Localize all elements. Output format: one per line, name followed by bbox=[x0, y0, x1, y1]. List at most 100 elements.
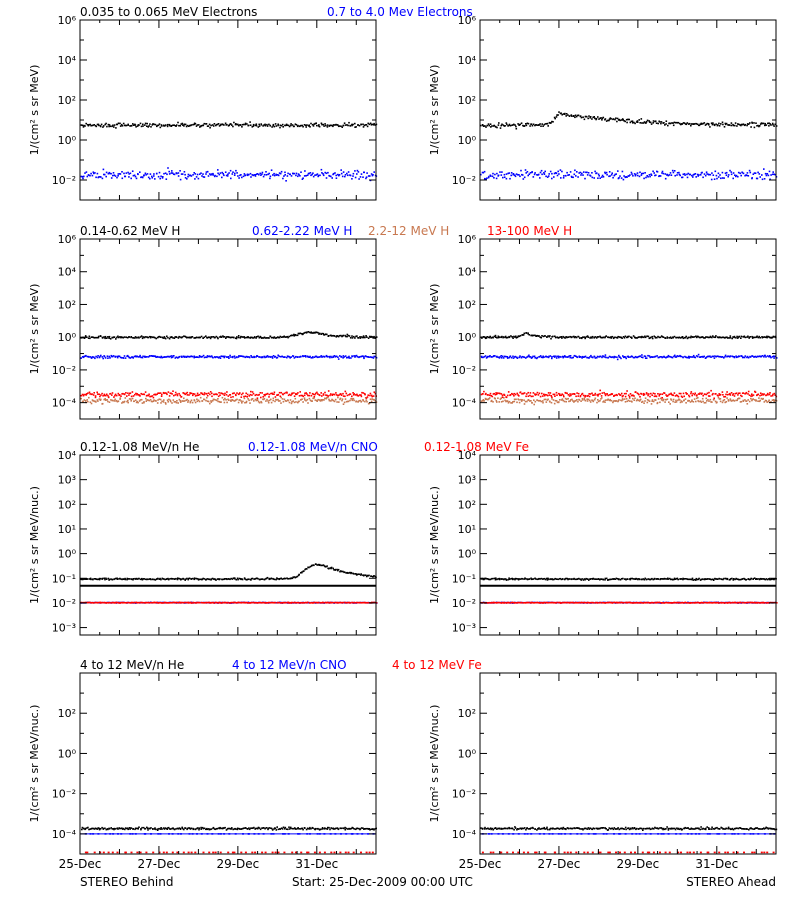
data-point bbox=[485, 178, 487, 180]
data-point bbox=[354, 126, 356, 128]
data-point bbox=[645, 120, 648, 123]
data-point bbox=[226, 336, 229, 338]
data-point bbox=[568, 395, 571, 397]
data-point bbox=[632, 397, 634, 400]
data-point bbox=[738, 335, 741, 338]
data-point bbox=[735, 337, 737, 339]
data-point bbox=[559, 336, 561, 338]
data-point bbox=[89, 123, 91, 126]
data-point bbox=[497, 356, 499, 358]
data-point bbox=[169, 400, 172, 403]
data-point bbox=[546, 122, 549, 125]
data-point bbox=[597, 399, 599, 401]
data-point bbox=[183, 125, 185, 127]
data-point bbox=[579, 171, 582, 174]
data-point bbox=[255, 123, 258, 125]
data-point bbox=[90, 601, 92, 604]
data-point bbox=[651, 400, 653, 402]
data-point bbox=[298, 395, 301, 397]
data-point bbox=[664, 401, 666, 403]
data-point bbox=[100, 394, 102, 396]
data-point bbox=[705, 171, 708, 173]
data-point bbox=[524, 578, 527, 580]
data-point bbox=[363, 124, 366, 127]
data-point bbox=[145, 174, 147, 176]
data-point bbox=[368, 402, 371, 405]
data-point bbox=[136, 578, 139, 580]
data-point bbox=[340, 393, 342, 395]
data-point bbox=[643, 578, 646, 581]
data-point bbox=[682, 392, 685, 395]
data-point bbox=[725, 336, 727, 339]
data-point bbox=[741, 395, 743, 398]
data-point bbox=[176, 400, 178, 402]
data-point bbox=[489, 578, 492, 581]
data-point bbox=[324, 397, 326, 400]
data-point bbox=[255, 393, 258, 396]
data-point bbox=[244, 578, 246, 580]
data-point bbox=[157, 356, 159, 358]
data-point bbox=[232, 171, 234, 173]
data-point bbox=[117, 122, 120, 125]
data-point bbox=[297, 175, 299, 178]
data-point bbox=[188, 125, 190, 127]
data-point bbox=[765, 400, 767, 402]
data-point bbox=[544, 335, 546, 337]
data-point bbox=[239, 174, 241, 177]
data-point bbox=[591, 118, 593, 120]
data-point bbox=[221, 355, 224, 358]
data-point bbox=[761, 393, 764, 395]
data-point bbox=[292, 400, 294, 402]
data-point bbox=[164, 337, 167, 340]
data-point bbox=[620, 399, 622, 402]
data-point bbox=[322, 394, 325, 396]
data-point bbox=[608, 578, 611, 581]
data-point bbox=[303, 397, 306, 399]
y-tick-label: 10⁻² bbox=[52, 597, 76, 610]
data-point bbox=[240, 400, 242, 402]
data-point bbox=[117, 175, 119, 177]
data-point bbox=[295, 576, 298, 578]
data-point bbox=[89, 356, 92, 358]
data-point bbox=[669, 122, 672, 125]
data-point bbox=[675, 356, 678, 358]
data-point bbox=[487, 394, 489, 396]
data-point bbox=[685, 356, 688, 359]
data-point bbox=[197, 394, 199, 396]
data-point bbox=[500, 393, 503, 395]
data-point bbox=[737, 337, 739, 339]
data-point bbox=[730, 400, 733, 402]
data-point bbox=[310, 602, 313, 604]
data-point bbox=[351, 399, 354, 402]
data-point bbox=[240, 393, 243, 396]
data-point bbox=[306, 331, 308, 333]
data-point bbox=[666, 395, 668, 397]
data-point bbox=[612, 401, 614, 404]
data-point bbox=[187, 401, 189, 403]
data-point bbox=[90, 578, 92, 581]
data-point bbox=[337, 173, 339, 176]
data-point bbox=[352, 392, 354, 394]
data-point bbox=[770, 395, 772, 397]
data-point bbox=[521, 578, 524, 580]
data-point bbox=[558, 337, 560, 339]
data-point bbox=[621, 395, 624, 398]
data-point bbox=[126, 354, 129, 357]
data-point bbox=[88, 335, 91, 338]
data-point bbox=[116, 577, 118, 580]
data-point bbox=[643, 393, 646, 396]
data-point bbox=[707, 355, 709, 358]
data-point bbox=[148, 125, 150, 127]
data-point bbox=[170, 124, 173, 127]
data-point bbox=[584, 399, 587, 402]
data-point bbox=[145, 578, 147, 581]
data-point bbox=[317, 356, 320, 358]
data-point bbox=[122, 122, 125, 125]
data-point bbox=[243, 173, 246, 175]
data-point bbox=[723, 126, 726, 128]
data-point bbox=[362, 126, 365, 128]
data-point bbox=[706, 400, 708, 402]
data-point bbox=[589, 356, 591, 358]
data-point bbox=[103, 173, 105, 176]
